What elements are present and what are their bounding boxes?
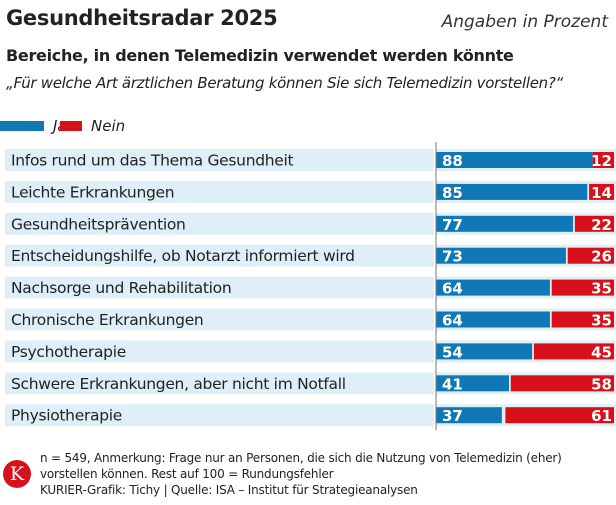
value-label-ja: 88 <box>442 152 463 170</box>
chart-subtitle: Bereiche, in denen Telemedizin verwendet… <box>6 46 514 65</box>
category-label: Gesundheitsprävention <box>11 215 186 233</box>
survey-question: „Für welche Art ärztlichen Beratung könn… <box>6 74 563 92</box>
legend-swatch-nein <box>60 121 82 131</box>
bar-ja <box>436 152 593 168</box>
source-credit: KURIER-Grafik: Tichy | Quelle: ISA – Ins… <box>40 483 418 497</box>
kurier-logo: K <box>3 460 31 488</box>
value-label-nein: 35 <box>591 312 612 330</box>
value-label-ja: 85 <box>442 184 463 202</box>
bar-nein <box>589 183 614 200</box>
bar-chart: Infos rund um das Thema Gesundheit 88 12 Le… <box>5 142 616 431</box>
chart-title: Gesundheitsradar 2025 <box>6 6 278 30</box>
bar-nein <box>510 375 614 392</box>
footnote-line-1: n = 549, Anmerkung: Frage nur an Persone… <box>40 451 562 465</box>
legend-item-nein: Nein <box>60 117 125 135</box>
category-label: Chronische Erkrankungen <box>11 311 203 329</box>
bar-ja <box>436 247 566 264</box>
category-label: Nachsorge und Rehabilitation <box>11 279 231 297</box>
category-label: Infos rund um das Thema Gesundheit <box>11 152 294 170</box>
bar-ja <box>436 215 574 232</box>
category-label: Physiotherapie <box>11 407 122 425</box>
row-band <box>5 212 434 235</box>
bar-nein <box>567 247 614 264</box>
value-label-nein: 26 <box>591 248 612 266</box>
value-label-ja: 41 <box>442 375 463 393</box>
value-label-nein: 58 <box>591 375 612 393</box>
bar-ja <box>436 375 509 392</box>
row-band <box>5 149 434 171</box>
row-band <box>5 276 434 299</box>
bar-nein <box>505 407 614 424</box>
bar-nein <box>574 215 614 232</box>
category-label: Psychotherapie <box>11 343 126 361</box>
value-label-ja: 54 <box>442 343 463 361</box>
value-label-nein: 45 <box>591 343 612 361</box>
bar-ja <box>436 407 502 424</box>
row-band <box>5 244 434 267</box>
legend-swatch-ja <box>0 121 44 131</box>
bar-ja <box>436 343 533 360</box>
bar-nein <box>592 152 614 168</box>
value-label-nein: 12 <box>591 152 612 170</box>
legend-label-nein: Nein <box>91 117 126 135</box>
value-label-ja: 37 <box>442 407 463 425</box>
category-label: Schwere Erkrankungen, aber nicht im Notf… <box>11 375 346 393</box>
row-band <box>5 404 434 427</box>
value-label-ja: 64 <box>442 280 463 298</box>
value-label-nein: 35 <box>591 280 612 298</box>
bar-nein <box>551 279 614 296</box>
row-band <box>5 372 434 395</box>
bar-ja <box>436 183 588 200</box>
value-label-ja: 77 <box>442 216 463 234</box>
category-label: Leichte Erkrankungen <box>11 183 174 201</box>
logo-letter: K <box>9 463 25 485</box>
row-band <box>5 340 434 363</box>
value-label-nein: 14 <box>591 184 612 202</box>
bar-nein <box>551 311 614 328</box>
footnote-line-2: vorstellen können. Rest auf 100 = Rundun… <box>40 467 334 481</box>
row-band <box>5 180 434 203</box>
value-label-ja: 73 <box>442 248 463 266</box>
bar-ja <box>436 311 550 328</box>
category-label: Entscheidungshilfe, ob Notarzt informier… <box>11 247 355 265</box>
value-label-nein: 61 <box>591 407 612 425</box>
bar-nein <box>533 343 614 360</box>
row-band <box>5 308 434 331</box>
value-label-ja: 64 <box>442 312 463 330</box>
bar-ja <box>436 279 550 296</box>
unit-note: Angaben in Prozent <box>441 12 608 32</box>
value-label-nein: 22 <box>591 216 612 234</box>
